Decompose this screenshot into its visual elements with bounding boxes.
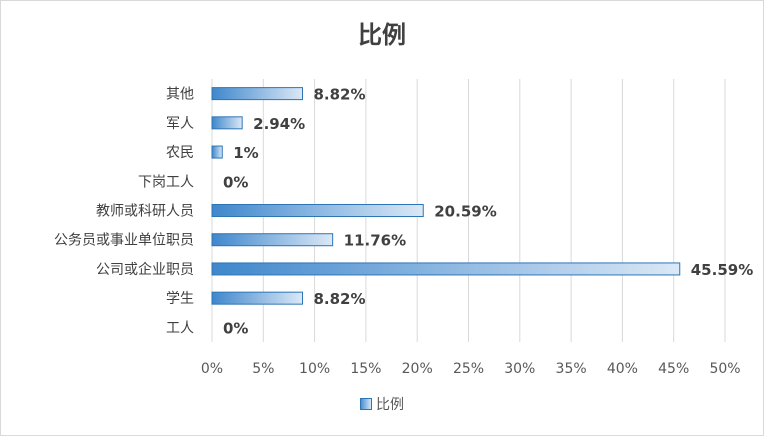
data-label: 0% [223,319,248,337]
category-label: 工人 [166,320,194,336]
legend-label: 比例 [376,397,404,413]
x-tick-label: 30% [504,361,535,377]
x-tick-label: 50% [709,361,740,377]
category-label: 其他 [166,87,194,103]
category-label: 教师或科研人员 [96,204,194,220]
bar [211,262,681,276]
x-tick-label: 0% [201,361,223,377]
x-tick-label: 35% [556,361,587,377]
chart-title: 比例 [358,21,406,49]
bar [211,233,334,247]
data-label: 1% [233,144,258,162]
x-tick-label: 40% [607,361,638,377]
category-label: 公务员或事业单位职员 [54,233,194,249]
x-tick-label: 10% [299,361,330,377]
category-label: 军人 [166,116,194,132]
bar [211,204,424,217]
legend: 比例 [1,394,763,414]
x-tick-label: 15% [350,361,381,377]
data-label: 8.82% [313,86,365,104]
category-label: 公司或企业职员 [96,261,194,278]
bar [211,145,223,159]
x-tick-label: 25% [453,361,484,377]
x-tick-label: 20% [402,361,433,377]
data-label: 45.59% [691,261,753,279]
category-label: 学生 [166,291,194,307]
data-label: 11.76% [344,232,406,250]
category-label: 农民 [166,145,194,161]
bar [211,87,303,101]
data-label: 2.94% [253,115,305,133]
data-label: 8.82% [313,290,365,308]
data-label: 0% [223,173,248,191]
legend-swatch [360,398,372,410]
category-label: 下岗工人 [138,174,194,190]
x-tick-label: 45% [658,361,689,377]
data-label: 20.59% [434,203,496,221]
bar [211,291,303,305]
bar [211,116,243,130]
x-tick-label: 5% [252,361,274,377]
